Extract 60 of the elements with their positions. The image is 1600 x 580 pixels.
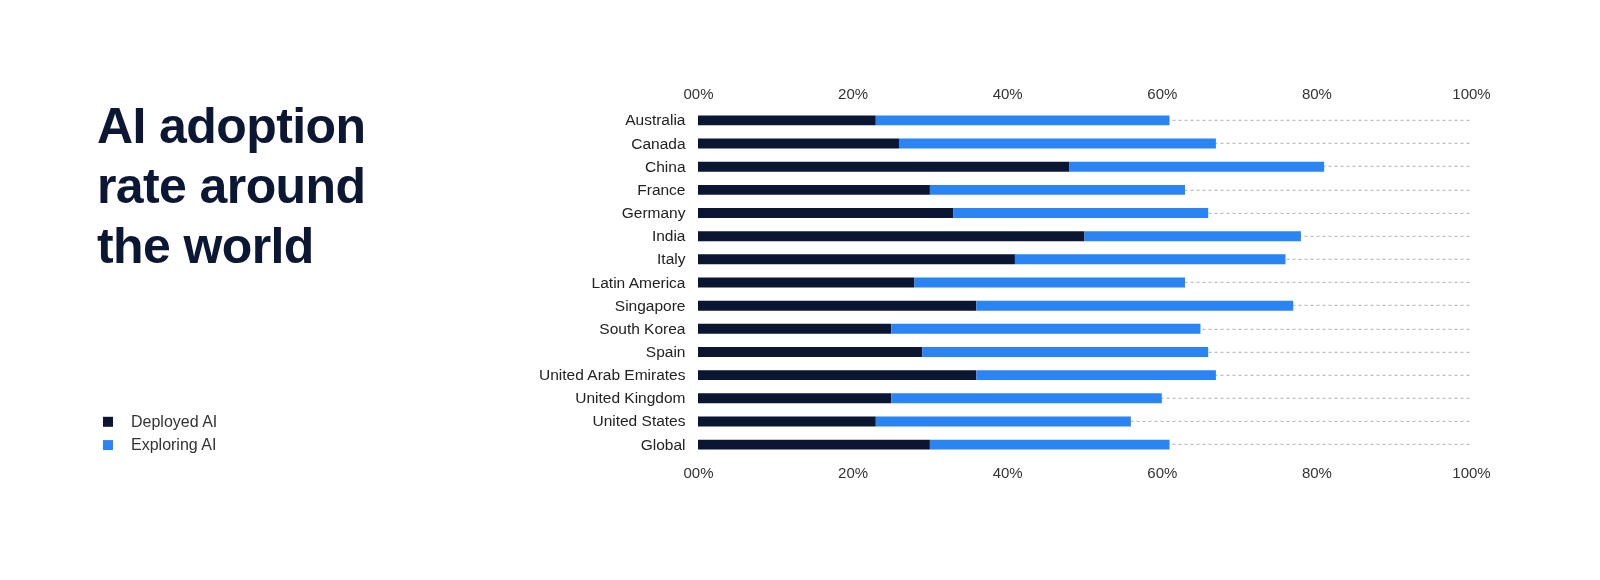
- text: AI adoption rate around the world: [97, 97, 367, 276]
- bar: [698, 115, 876, 126]
- y-tick-label: Canada: [631, 134, 686, 152]
- bar: [953, 208, 1209, 218]
- y-tick-label: United Arab Emirates: [539, 366, 686, 384]
- bar: [698, 416, 876, 427]
- y-tick-label: Latin America: [591, 273, 686, 291]
- y-tick-label: France: [637, 180, 686, 198]
- bar: [1084, 231, 1301, 242]
- bar: [698, 138, 899, 149]
- y-tick-label: India: [651, 227, 686, 245]
- y-tick-label: Singapore: [614, 296, 686, 314]
- y-tick-label: Germany: [621, 204, 686, 222]
- bar: [698, 254, 1015, 265]
- x2-tick-label: 20%: [838, 463, 869, 481]
- x2-tick-label: 100%: [1452, 463, 1491, 481]
- legend-label: Exploring AI: [131, 436, 217, 454]
- y-tick-label: Spain: [645, 342, 686, 360]
- bar: [698, 393, 892, 404]
- bar: [698, 370, 977, 381]
- y-tick-label: Global: [640, 435, 686, 453]
- y-tick-label: United Kingdom: [575, 389, 686, 407]
- bar: [914, 277, 1185, 288]
- bar: [891, 323, 1201, 334]
- bar: [891, 393, 1162, 404]
- x-tick-label: 80%: [1301, 85, 1332, 103]
- bar: [929, 439, 1170, 450]
- bar: [698, 347, 923, 357]
- bar: [929, 184, 1185, 195]
- bar: [698, 277, 915, 288]
- x-tick-label: 100%: [1452, 85, 1491, 103]
- x2-tick-label: 80%: [1301, 463, 1332, 481]
- x-tick-label: 40%: [992, 85, 1023, 103]
- bar: [1014, 254, 1286, 265]
- x2-tick-label: 60%: [1147, 463, 1178, 481]
- bar: [976, 370, 1216, 381]
- bar: [698, 439, 930, 450]
- y-tick-label: China: [645, 157, 686, 175]
- bar: [698, 231, 1085, 242]
- bar: [698, 300, 977, 311]
- bar: [875, 115, 1170, 126]
- bar: [698, 184, 930, 195]
- bar: [698, 208, 954, 218]
- y-tick-label: United States: [592, 412, 686, 430]
- bar: [976, 300, 1294, 311]
- x-tick-label: 20%: [838, 85, 869, 103]
- y-tick-label: South Korea: [599, 319, 686, 337]
- bar: [1069, 161, 1325, 172]
- x2-tick-label: 40%: [992, 463, 1023, 481]
- y-tick-label: Australia: [625, 111, 686, 129]
- x-tick-label: 60%: [1147, 85, 1178, 103]
- bar: [698, 161, 1070, 172]
- x-tick-label: 00%: [683, 85, 714, 103]
- y-tick-label: Italy: [657, 250, 686, 268]
- bar: [698, 323, 892, 334]
- bar: [898, 138, 1216, 149]
- legend-label: Deployed AI: [131, 412, 218, 430]
- bar: [875, 416, 1131, 427]
- bar: [922, 347, 1209, 357]
- x2-tick-label: 00%: [683, 463, 714, 481]
